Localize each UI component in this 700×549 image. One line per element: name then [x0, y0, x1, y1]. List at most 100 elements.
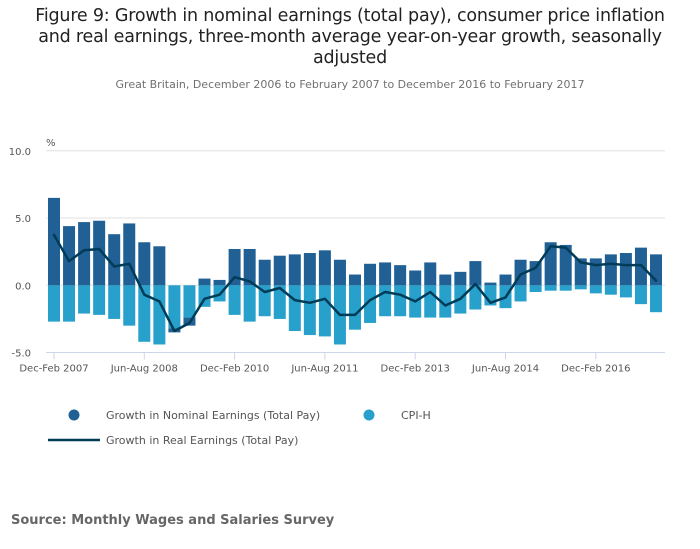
bar-nominal[interactable]: [439, 274, 452, 286]
bar-nominal[interactable]: [574, 258, 587, 286]
legend-real-label: Growth in Real Earnings (Total Pay): [106, 434, 298, 447]
x-tick-label: Dec-Feb 2013: [381, 364, 450, 375]
bar-nominal[interactable]: [469, 261, 482, 286]
bar-nominal[interactable]: [78, 222, 91, 286]
bar-cpih[interactable]: [634, 285, 647, 305]
bar-cpih[interactable]: [589, 285, 602, 294]
bar-cpih[interactable]: [48, 285, 60, 322]
bar-nominal[interactable]: [424, 262, 437, 286]
x-tick-label: Jun-Aug 2011: [290, 364, 358, 375]
bar-nominal[interactable]: [619, 253, 632, 286]
bar-nominal[interactable]: [198, 278, 211, 286]
bar-cpih[interactable]: [108, 285, 121, 319]
bar-nominal[interactable]: [604, 254, 617, 286]
bar-nominal[interactable]: [108, 234, 121, 286]
bar-cpih[interactable]: [529, 285, 542, 293]
bar-nominal[interactable]: [364, 263, 377, 286]
bar-nominal[interactable]: [529, 261, 542, 286]
bar-cpih[interactable]: [303, 285, 316, 336]
bar-cpih[interactable]: [650, 285, 662, 313]
bar-nominal[interactable]: [288, 254, 301, 286]
legend-cpih-marker: [363, 409, 375, 421]
bar-cpih[interactable]: [559, 285, 572, 291]
bar-nominal[interactable]: [589, 258, 602, 286]
y-tick-label: 10.0: [9, 147, 31, 158]
bar-cpih[interactable]: [93, 285, 106, 315]
source-note: Source: Monthly Wages and Salaries Surve…: [11, 513, 335, 528]
bar-nominal[interactable]: [559, 244, 572, 286]
bar-nominal[interactable]: [273, 255, 286, 286]
legend-item-nominal[interactable]: Growth in Nominal Earnings (Total Pay): [68, 409, 321, 422]
bar-nominal[interactable]: [544, 242, 557, 286]
legend-item-real[interactable]: Growth in Real Earnings (Total Pay): [48, 434, 298, 447]
x-tick-label: Jun-Aug 2008: [110, 364, 178, 375]
bar-cpih[interactable]: [273, 285, 286, 319]
bar-nominal[interactable]: [228, 248, 241, 286]
bar-cpih[interactable]: [574, 285, 587, 290]
x-axis: Dec-Feb 2007 Jun-Aug 2008 Dec-Feb 2010 Jun-…: [19, 352, 665, 375]
bar-nominal[interactable]: [213, 279, 226, 286]
bar-nominal[interactable]: [243, 248, 256, 286]
bar-nominal[interactable]: [153, 246, 166, 286]
line-layer: [52, 233, 658, 333]
chart-svg: -5.0 0.0 5.0 10.0 % Dec-Feb 2007 Jun-Aug 200…: [9, 138, 665, 447]
bar-nominal[interactable]: [349, 274, 361, 286]
bar-cpih[interactable]: [394, 285, 407, 317]
bar-nominal[interactable]: [394, 265, 407, 286]
chart-title-line-2: and real earnings, three-month average y…: [38, 27, 662, 47]
bar-cpih[interactable]: [288, 285, 301, 332]
x-tick-label: Dec-Feb 2007: [19, 364, 88, 375]
y-tick-label: 0.0: [15, 281, 31, 292]
y-axis-unit-label: %: [46, 138, 56, 149]
bar-nominal[interactable]: [63, 226, 76, 286]
bar-cpih[interactable]: [258, 285, 271, 317]
bar-cpih[interactable]: [228, 285, 241, 315]
bar-nominal[interactable]: [333, 259, 346, 286]
x-tick-label: Dec-Feb 2016: [561, 364, 630, 375]
bar-nominal[interactable]: [379, 262, 392, 286]
bar-cpih[interactable]: [349, 285, 361, 330]
bar-cpih[interactable]: [168, 285, 181, 329]
bar-nominal[interactable]: [303, 253, 316, 286]
bar-cpih[interactable]: [243, 285, 256, 322]
chart-title-line-1: Figure 9: Growth in nominal earnings (to…: [35, 6, 665, 26]
bar-cpih[interactable]: [544, 285, 557, 291]
bar-cpih[interactable]: [318, 285, 331, 337]
x-tick-label: Jun-Aug 2014: [471, 364, 539, 375]
bar-nominal[interactable]: [484, 282, 497, 286]
chart-title-line-3: adjusted: [312, 48, 388, 68]
bars-layer: [48, 197, 662, 345]
x-tick-label: Dec-Feb 2010: [200, 364, 269, 375]
bar-nominal[interactable]: [499, 274, 512, 286]
bar-nominal[interactable]: [93, 220, 106, 286]
legend-item-cpih[interactable]: CPI-H: [363, 409, 431, 422]
bar-cpih[interactable]: [78, 285, 91, 314]
bar-cpih[interactable]: [63, 285, 76, 322]
bar-nominal[interactable]: [123, 223, 136, 286]
bar-cpih[interactable]: [619, 285, 632, 298]
bar-nominal[interactable]: [454, 271, 467, 286]
bar-cpih[interactable]: [183, 285, 196, 318]
y-tick-label: 5.0: [15, 214, 31, 225]
bar-nominal[interactable]: [48, 197, 60, 286]
bar-cpih[interactable]: [604, 285, 617, 295]
bar-cpih[interactable]: [469, 285, 482, 310]
bar-cpih[interactable]: [123, 285, 136, 326]
bar-nominal[interactable]: [138, 242, 151, 286]
legend-cpih-label: CPI-H: [401, 409, 431, 422]
legend-nominal-marker: [68, 409, 80, 421]
bar-cpih[interactable]: [153, 285, 166, 345]
bar-cpih[interactable]: [514, 285, 527, 302]
y-tick-label: -5.0: [11, 349, 31, 360]
bar-nominal[interactable]: [258, 259, 271, 286]
bar-cpih[interactable]: [424, 285, 437, 318]
bar-cpih[interactable]: [379, 285, 392, 317]
bar-cpih[interactable]: [439, 285, 452, 318]
bar-nominal[interactable]: [409, 270, 422, 286]
bar-nominal[interactable]: [318, 250, 331, 286]
chart-subtitle: Great Britain, December 2006 to February…: [115, 78, 585, 91]
legend-nominal-label: Growth in Nominal Earnings (Total Pay): [106, 409, 320, 422]
bar-cpih[interactable]: [138, 285, 151, 342]
bar-cpih[interactable]: [364, 285, 377, 323]
legend: Growth in Nominal Earnings (Total Pay) C…: [48, 409, 431, 447]
